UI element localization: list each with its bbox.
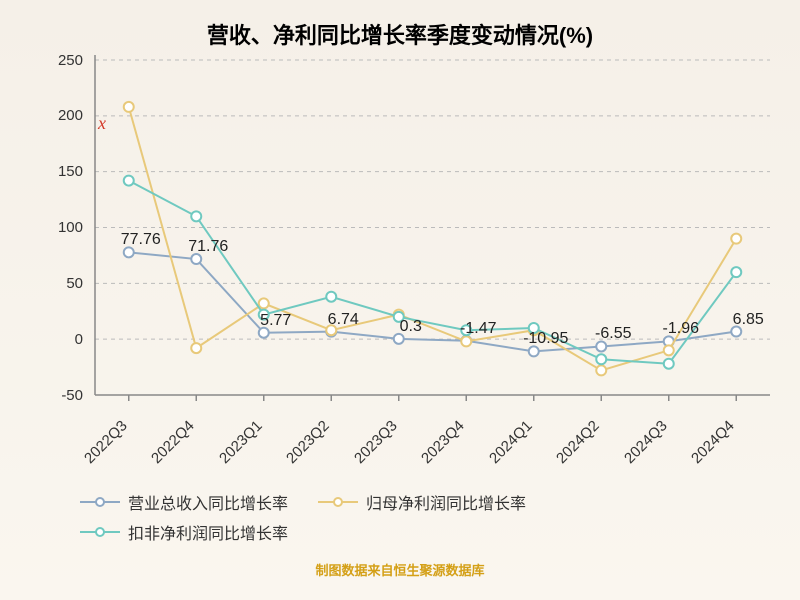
watermark: x xyxy=(98,113,106,134)
legend-swatch xyxy=(318,495,358,509)
footer-note: 制图数据来自恒生聚源数据库 xyxy=(0,560,800,579)
legend-label: 归母净利润同比增长率 xyxy=(366,490,526,514)
y-tick-label: 100 xyxy=(0,219,83,236)
y-tick-label: 150 xyxy=(0,163,83,180)
legend-label: 营业总收入同比增长率 xyxy=(128,490,288,514)
data-label: -10.95 xyxy=(523,330,568,348)
data-label: -6.55 xyxy=(595,325,631,343)
legend-swatch xyxy=(80,525,120,539)
y-tick-label: -50 xyxy=(0,387,83,404)
data-label: 5.77 xyxy=(260,312,291,330)
data-label: -1.47 xyxy=(460,320,496,338)
y-tick-label: 50 xyxy=(0,275,83,292)
legend-swatch xyxy=(80,495,120,509)
data-label: 71.76 xyxy=(188,238,228,256)
legend-item: 营业总收入同比增长率 xyxy=(80,490,288,514)
data-label: -1.96 xyxy=(663,320,699,338)
legend-item: 归母净利润同比增长率 xyxy=(318,490,526,514)
legend-label: 扣非净利润同比增长率 xyxy=(128,520,288,544)
legend: 营业总收入同比增长率 归母净利润同比增长率扣非净利润同比增长率 xyxy=(80,490,720,550)
y-tick-label: 250 xyxy=(0,52,83,69)
legend-item: 扣非净利润同比增长率 xyxy=(80,520,288,544)
y-tick-label: 200 xyxy=(0,107,83,124)
data-label: 6.85 xyxy=(733,311,764,329)
data-label: 6.74 xyxy=(328,311,359,329)
y-tick-label: 0 xyxy=(0,331,83,348)
data-label: 0.3 xyxy=(400,318,422,336)
data-label: 77.76 xyxy=(121,231,161,249)
